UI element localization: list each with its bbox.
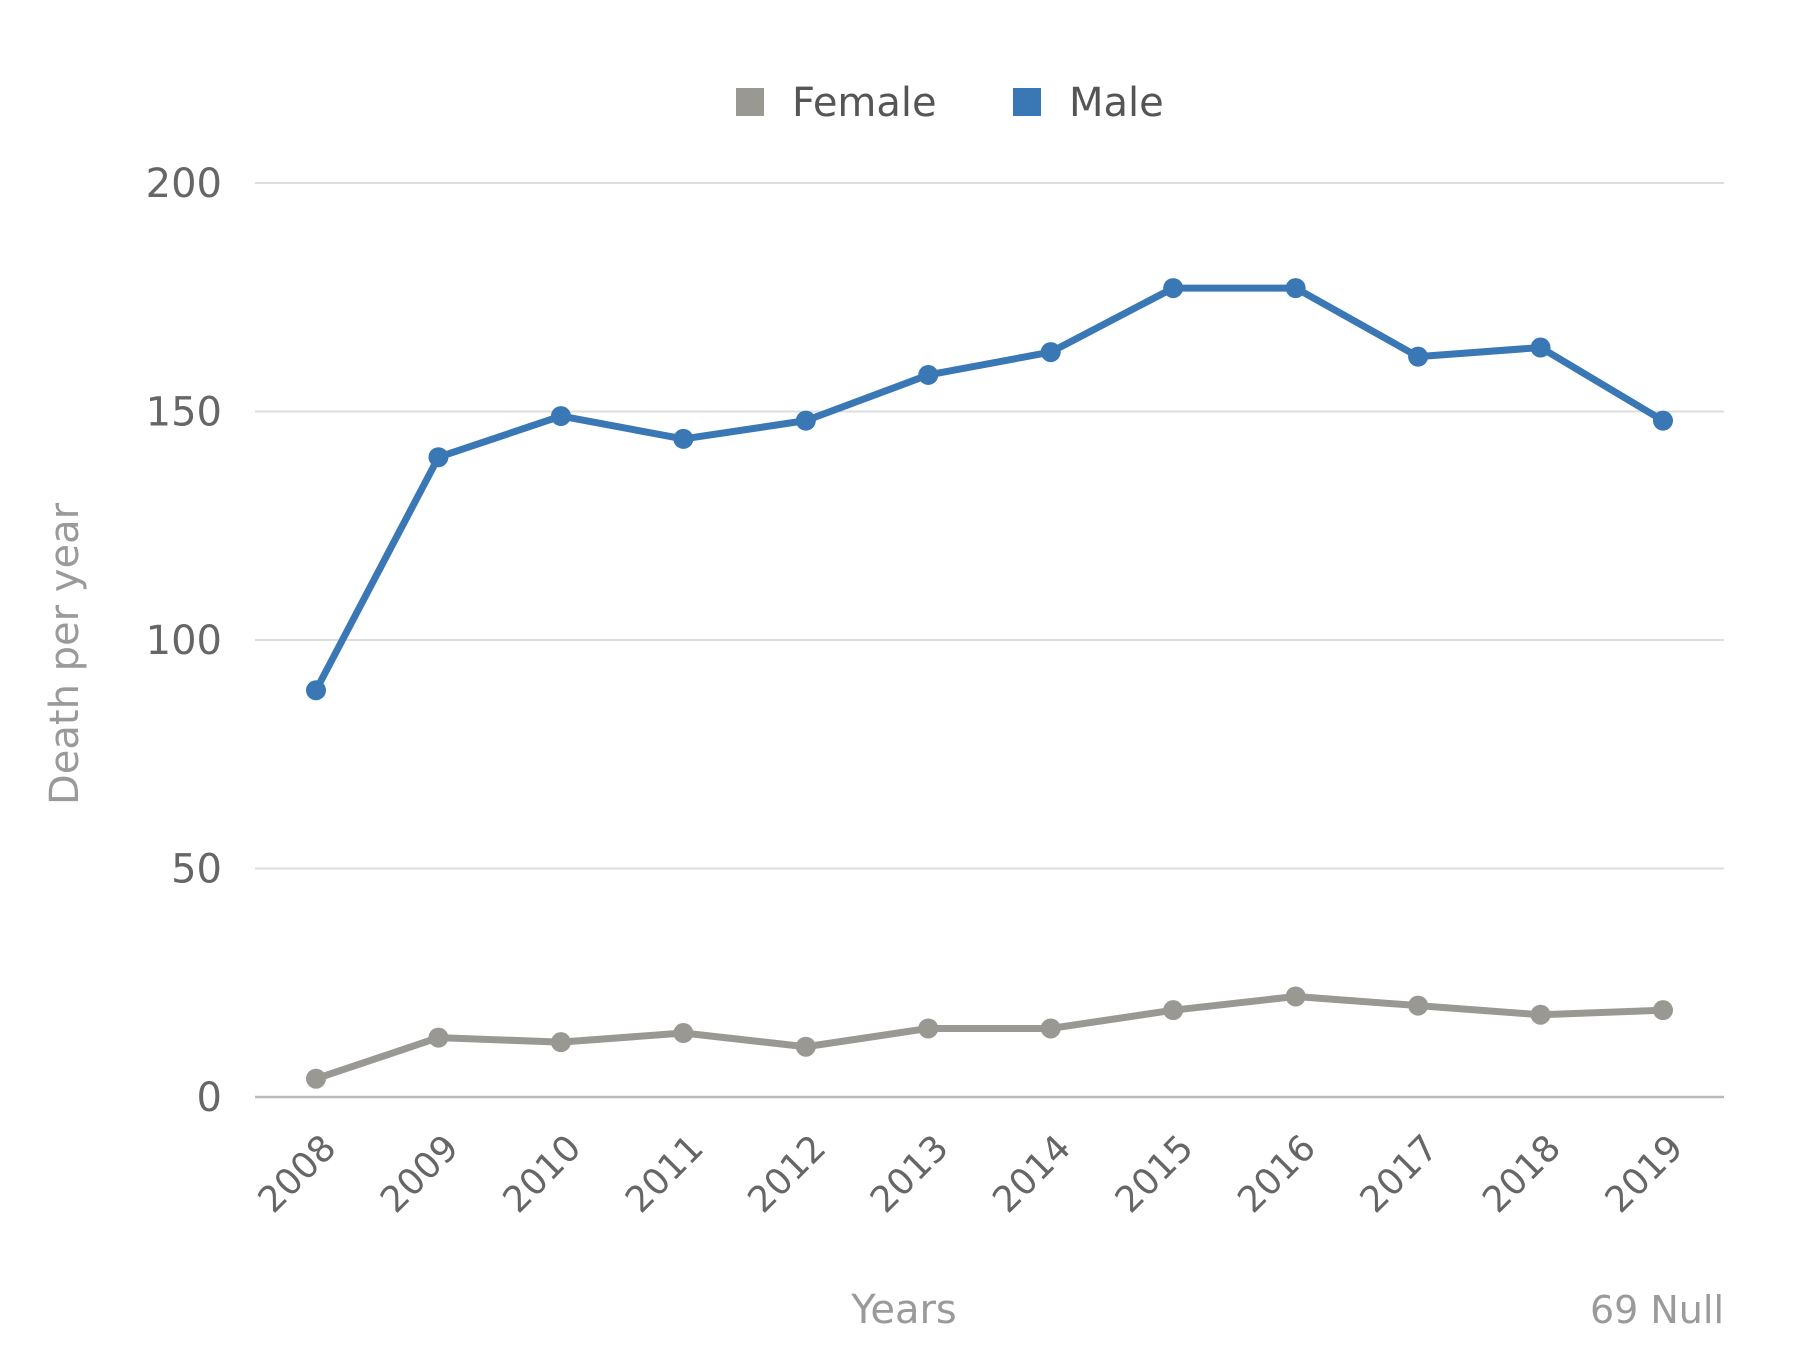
y-axis-ticks: 0 50 100 150 200: [146, 161, 222, 1121]
data-point: [918, 364, 939, 385]
data-point: [1530, 1004, 1551, 1025]
x-tick-label: 2010: [495, 1127, 589, 1221]
x-tick-label: 2013: [863, 1127, 957, 1221]
x-tick-label: 2015: [1108, 1127, 1202, 1221]
data-point: [428, 447, 449, 468]
y-tick-label: 100: [146, 618, 222, 664]
y-tick-label: 0: [197, 1075, 222, 1121]
legend: Female Male: [736, 80, 1164, 126]
data-point: [550, 1032, 571, 1053]
data-point: [1163, 278, 1184, 299]
data-point: [1285, 278, 1306, 299]
x-tick-label: 2012: [740, 1127, 834, 1221]
legend-label: Female: [792, 80, 937, 126]
x-tick-label: 2014: [985, 1127, 1079, 1221]
data-point: [1653, 1000, 1673, 1021]
gridlines: [255, 182, 1724, 1099]
series-line-female: [312, 992, 1667, 1083]
data-point: [1040, 1018, 1061, 1039]
data-point: [1408, 995, 1429, 1016]
x-tick-label: 2016: [1230, 1127, 1324, 1221]
data-point: [1530, 337, 1551, 358]
data-point: [918, 1018, 939, 1039]
data-point: [306, 680, 326, 701]
legend-item-male: Male: [1013, 80, 1164, 126]
y-tick-label: 150: [146, 390, 222, 436]
data-point: [1653, 410, 1673, 431]
series-line-male: [312, 284, 1667, 694]
x-tick-label: 2019: [1598, 1127, 1692, 1221]
legend-swatch: [736, 88, 764, 116]
x-tick-label: 2018: [1475, 1127, 1569, 1221]
data-point: [1163, 1000, 1184, 1021]
x-tick-label: 2008: [251, 1127, 345, 1221]
series-female: [306, 986, 1673, 1089]
x-axis-title: Years: [850, 1287, 957, 1333]
x-tick-label: 2009: [373, 1127, 467, 1221]
data-point: [1040, 342, 1061, 363]
legend-item-female: Female: [736, 80, 937, 126]
x-tick-label: 2011: [618, 1127, 712, 1221]
data-point: [1408, 346, 1429, 367]
data-point: [306, 1068, 326, 1089]
data-point: [428, 1027, 449, 1048]
y-tick-label: 200: [146, 161, 222, 207]
x-axis-ticks: 2008 2009 2010 2011 2012 2013 2014 2015 2016 2017…: [251, 1127, 1692, 1221]
legend-label: Male: [1069, 80, 1164, 126]
legend-swatch: [1013, 88, 1041, 116]
series-male: [306, 278, 1673, 701]
footnote: 69 Null: [1590, 1288, 1724, 1332]
data-point: [795, 1036, 816, 1057]
y-axis-title: Death per year: [42, 502, 88, 805]
data-point: [550, 406, 571, 427]
data-point: [673, 1023, 694, 1044]
data-point: [795, 410, 816, 431]
data-point: [673, 428, 694, 449]
y-tick-label: 50: [171, 847, 222, 893]
x-tick-label: 2017: [1353, 1127, 1447, 1221]
series-group: [306, 278, 1673, 1089]
data-point: [1285, 986, 1306, 1007]
